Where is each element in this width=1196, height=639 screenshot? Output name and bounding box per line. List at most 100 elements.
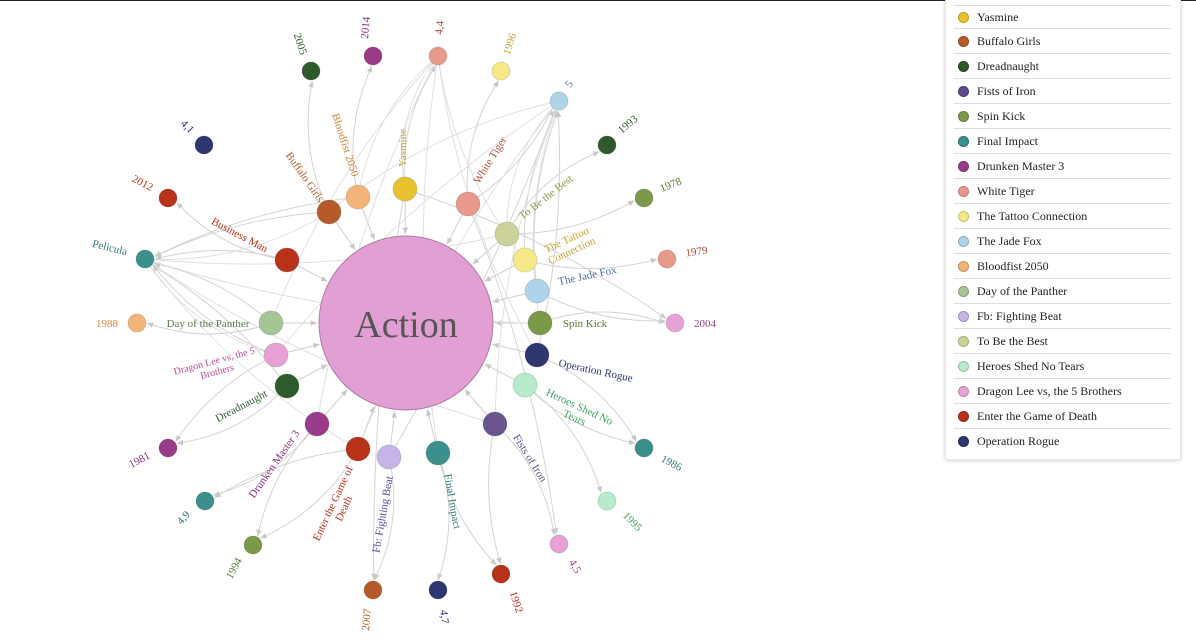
attribute-label-4-1-group: 4,1 xyxy=(178,118,196,136)
movie-attribute-edge xyxy=(154,211,330,257)
attribute-label-4-9-group: 4,9 xyxy=(175,508,193,527)
movie-node-buffalo-girls[interactable] xyxy=(316,199,342,225)
attribute-node-1996[interactable] xyxy=(491,61,511,81)
movie-node-fb-fighting-beat[interactable] xyxy=(376,444,402,470)
movie-label-yasmine: Yasmine xyxy=(397,129,409,167)
legend-item-spin-kick[interactable]: Spin Kick xyxy=(954,104,1171,129)
movie-label-yasmine-group: Yasmine xyxy=(397,129,409,167)
attribute-node-5[interactable] xyxy=(549,91,569,111)
movie-node-the-jade-fox[interactable] xyxy=(524,278,550,304)
legend-item-yasmine[interactable]: Yasmine xyxy=(954,5,1171,29)
movie-node-enter-the-game-of-death[interactable] xyxy=(345,436,371,462)
movie-label-white-tiger-group: White Tiger xyxy=(471,135,509,186)
movie-label-final-impact-group: Final Impact xyxy=(441,473,463,530)
attribute-label-4-5-group: 4,5 xyxy=(566,558,584,576)
movie-genre-edge xyxy=(361,208,375,241)
attribute-node-1988[interactable] xyxy=(127,313,147,333)
movie-attribute-edge xyxy=(437,452,497,566)
attribute-node-4-1[interactable] xyxy=(194,135,214,155)
legend-swatch-icon xyxy=(958,360,969,372)
legend-swatch-icon xyxy=(958,410,969,422)
movie-node-bloodfist-2050[interactable] xyxy=(345,184,371,210)
attribute-node-1994[interactable] xyxy=(243,535,263,555)
movie-node-drunken-master-3[interactable] xyxy=(304,411,330,437)
attribute-node-4-7[interactable] xyxy=(428,580,448,600)
attribute-node-1995[interactable] xyxy=(597,491,617,511)
movie-label-operation-rogue: Operation Rogue xyxy=(557,357,633,384)
attribute-label-1986: 1986 xyxy=(659,453,685,474)
legend-label: Fb: Fighting Beat xyxy=(977,308,1062,323)
legend-item-fists-of-iron[interactable]: Fists of Iron xyxy=(954,79,1171,104)
movie-node-to-be-the-best[interactable] xyxy=(494,221,520,247)
movie-label-operation-rogue-group: Operation Rogue xyxy=(557,357,633,384)
legend-label: To Be the Best xyxy=(977,333,1048,348)
attribute-label-4-9: 4,9 xyxy=(175,508,193,527)
legend-swatch-icon xyxy=(958,135,969,147)
attribute-node-2012[interactable] xyxy=(158,188,178,208)
legend-item-to-be-the-best[interactable]: To Be the Best xyxy=(954,329,1171,354)
attribute-node-1993[interactable] xyxy=(597,135,617,155)
attribute-label-2007-group: 2007 xyxy=(360,608,374,631)
legend-item-the-jade-fox[interactable]: The Jade Fox xyxy=(954,229,1171,254)
movie-attribute-edge xyxy=(152,265,288,387)
attribute-node-4-5[interactable] xyxy=(549,534,569,554)
movie-node-the-tattoo-connection[interactable] xyxy=(512,247,538,273)
movie-node-yasmine[interactable] xyxy=(392,176,418,202)
movie-attribute-edge xyxy=(539,311,666,324)
movie-node-spin-kick[interactable] xyxy=(527,310,553,336)
attribute-node-1979[interactable] xyxy=(657,249,677,269)
movie-genre-edge xyxy=(464,389,488,416)
legend-label: White Tiger xyxy=(977,183,1035,198)
movie-node-white-tiger[interactable] xyxy=(455,191,481,217)
legend-item-bloodfist-2050[interactable]: Bloodfist 2050 xyxy=(954,254,1171,279)
attribute-node-1992[interactable] xyxy=(491,564,511,584)
movie-node-dragon-lee-vs-the-5-brothers[interactable] xyxy=(263,342,289,368)
movie-genre-edge xyxy=(484,265,515,282)
attribute-node-2004[interactable] xyxy=(665,313,685,333)
attribute-node-2007[interactable] xyxy=(363,580,383,600)
movie-node-operation-rogue[interactable] xyxy=(524,342,550,368)
legend-item-day-of-the-panther[interactable]: Day of the Panther xyxy=(954,279,1171,304)
attribute-node-4-4[interactable] xyxy=(428,46,448,66)
legend-item-white-tiger[interactable]: White Tiger xyxy=(954,179,1171,204)
center-circle[interactable] xyxy=(318,235,494,411)
center-node[interactable]: Action xyxy=(318,235,494,411)
legend-item-buffalo-girls[interactable]: Buffalo Girls xyxy=(954,29,1171,54)
movie-attribute-edge xyxy=(256,423,318,537)
attribute-node-1981[interactable] xyxy=(158,438,178,458)
legend-swatch-icon xyxy=(958,385,969,397)
movie-attribute-edge xyxy=(176,385,288,446)
movie-attribute-edge xyxy=(466,80,500,205)
movie-attribute-edge xyxy=(307,80,330,213)
movie-node-fists-of-iron[interactable] xyxy=(482,411,508,437)
legend-item-fb-fighting-beat[interactable]: Fb: Fighting Beat xyxy=(954,304,1171,329)
attribute-node-2005[interactable] xyxy=(301,61,321,81)
legend-label: Buffalo Girls xyxy=(977,33,1041,48)
attribute-label-pelicula-group: Pelicula xyxy=(91,238,128,258)
legend-swatch-icon xyxy=(958,335,969,347)
attribute-label-2004: 2004 xyxy=(694,318,717,330)
attribute-node-pelicula[interactable] xyxy=(135,249,155,269)
movie-node-day-of-the-panther[interactable] xyxy=(258,310,284,336)
legend-item-the-tattoo-connection[interactable]: The Tattoo Connection xyxy=(954,204,1171,229)
attribute-node-2014[interactable] xyxy=(363,46,383,66)
legend-item-final-impact[interactable]: Final Impact xyxy=(954,129,1171,154)
legend-item-enter-the-game-of-death[interactable]: Enter the Game of Death xyxy=(954,404,1171,429)
legend-label: Final Impact xyxy=(977,133,1038,148)
legend-item-heroes-shed-no-tears[interactable]: Heroes Shed No Tears xyxy=(954,354,1171,379)
legend-item-dragon-lee-vs-the-5-brothers[interactable]: Dragon Lee vs, the 5 Brothers xyxy=(954,379,1171,404)
legend-item-dreadnaught[interactable]: Dreadnaught xyxy=(954,54,1171,79)
movie-node-heroes-shed-no-tears[interactable] xyxy=(512,372,538,398)
movie-node-dreadnaught[interactable] xyxy=(274,373,300,399)
attribute-node-1986[interactable] xyxy=(634,438,654,458)
attribute-node-1978[interactable] xyxy=(634,188,654,208)
movie-attribute-edge xyxy=(176,202,288,261)
legend-item-drunken-master-3[interactable]: Drunken Master 3 xyxy=(954,154,1171,179)
movie-node-business-man[interactable] xyxy=(274,247,300,273)
movie-label-heroes-shed-no-tears: Heroes Shed NoTears xyxy=(539,387,615,439)
attribute-node-4-9[interactable] xyxy=(195,491,215,511)
movie-label-buffalo-girls-group: Buffalo Girls xyxy=(283,150,326,205)
hub-edge xyxy=(144,258,277,356)
movie-node-final-impact[interactable] xyxy=(425,440,451,466)
legend-item-operation-rogue[interactable]: Operation Rogue xyxy=(954,429,1171,453)
